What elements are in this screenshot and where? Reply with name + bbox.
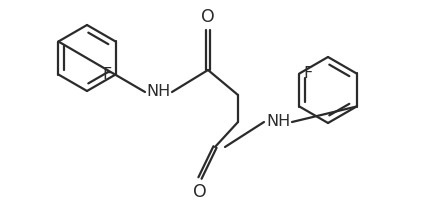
Text: F: F	[102, 67, 111, 82]
Text: O: O	[201, 8, 215, 26]
Text: O: O	[193, 183, 207, 201]
Text: F: F	[304, 66, 313, 81]
Text: NH: NH	[266, 115, 290, 129]
Text: NH: NH	[146, 84, 170, 100]
